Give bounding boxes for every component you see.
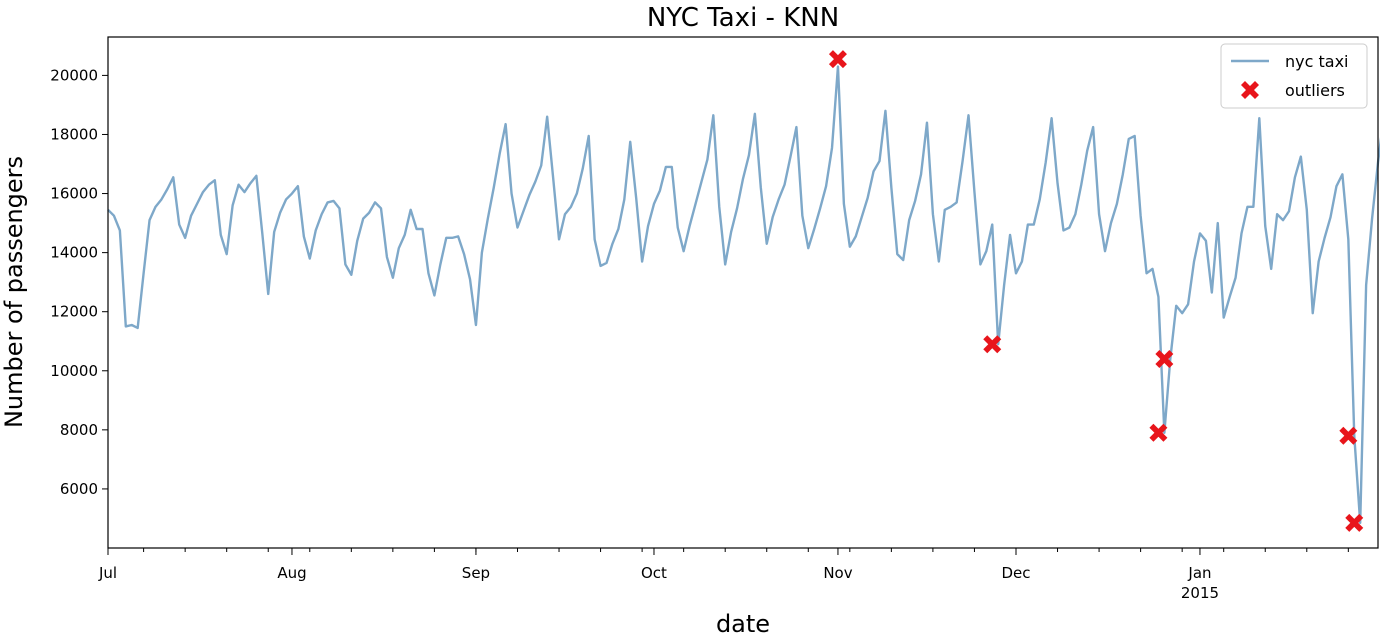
plot-area bbox=[107, 50, 1380, 532]
legend-label-nyc-taxi: nyc taxi bbox=[1285, 52, 1348, 71]
y-tick-label: 16000 bbox=[50, 185, 98, 203]
x-tick-label: Oct bbox=[641, 564, 667, 582]
x-tick-label: Jul bbox=[98, 564, 117, 582]
outlier-point bbox=[1149, 423, 1168, 442]
chart-title: NYC Taxi - KNN bbox=[647, 3, 839, 33]
y-tick-label: 10000 bbox=[50, 362, 98, 380]
x-tick-label: Dec bbox=[1001, 564, 1030, 582]
y-tick-label: 12000 bbox=[50, 303, 98, 321]
legend: nyc taxi outliers bbox=[1220, 43, 1368, 109]
legend-label-outliers: outliers bbox=[1285, 81, 1345, 100]
y-tick-label: 6000 bbox=[60, 480, 98, 498]
x-axis: Jul Aug Sep Oct Nov Dec Jan 2015 bbox=[98, 548, 1349, 602]
outlier-point bbox=[983, 335, 1002, 354]
y-axis: 6000 8000 10000 12000 14000 16000 18000 20000 bbox=[50, 66, 108, 498]
y-tick-label: 20000 bbox=[50, 66, 98, 84]
x-tick-label: Nov bbox=[823, 564, 852, 582]
outlier-point bbox=[1155, 349, 1174, 368]
outlier-point bbox=[828, 50, 847, 69]
outlier-point bbox=[1339, 426, 1358, 445]
x-tick-label: Aug bbox=[277, 564, 306, 582]
y-axis-label: Number of passengers bbox=[0, 156, 28, 428]
legend-marker-outliers bbox=[1241, 81, 1259, 99]
x-tick-label: Jan bbox=[1187, 564, 1211, 582]
plot-frame bbox=[107, 36, 1379, 549]
y-tick-label: 8000 bbox=[60, 421, 98, 439]
x-axis-label: date bbox=[716, 610, 770, 635]
x-tick-sublabel: 2015 bbox=[1181, 584, 1219, 602]
x-tick-label: Sep bbox=[462, 564, 490, 582]
outlier-point bbox=[1345, 513, 1364, 532]
y-tick-label: 14000 bbox=[50, 244, 98, 262]
y-tick-label: 18000 bbox=[50, 125, 98, 143]
series-line-nyc-taxi bbox=[107, 65, 1380, 525]
